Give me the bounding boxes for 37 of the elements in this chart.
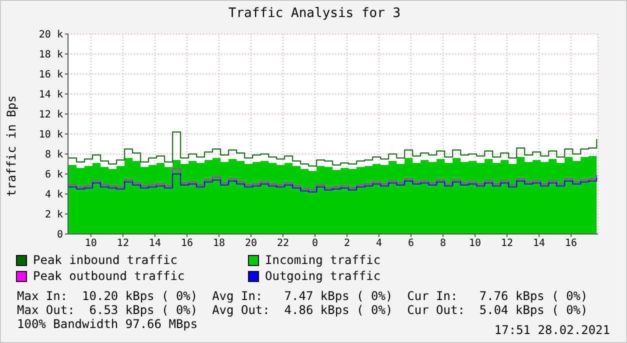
chart-title: Traffic Analysis for 3 [227, 6, 402, 21]
y-tick-label: 20 k [38, 30, 63, 41]
y-tick-label: 4 k [44, 190, 63, 201]
x-tick-label: 2 [344, 238, 350, 250]
x-tick-label: 6 [408, 238, 414, 250]
text: 100% Bandwidth 97.66 MBps [17, 317, 198, 331]
y-tick-label: 16 k [38, 70, 63, 81]
x-tick-label: 10 [469, 238, 482, 250]
y-tick-label: 14 k [38, 90, 63, 101]
text: Max In: 10.20 kBps ( 0%) Avg In: 7.47 kBps ( 0%) Cur In: 7.76 kBps ( 0%) [17, 289, 588, 303]
x-tick-label: 10 [84, 238, 97, 250]
y-tick-label: 2 k [44, 210, 63, 221]
legend-label: Peak inbound traffic [33, 253, 178, 267]
legend-label: Incoming traffic [265, 253, 381, 267]
y-tick-label: 12 k [38, 110, 63, 121]
x-tick-label: 20 [244, 238, 258, 250]
y-tick-label: 0 [56, 230, 63, 241]
x-tick-label: 0 [312, 238, 318, 250]
y-axis-title: traffic in Bps [5, 95, 19, 197]
text: Max Out: 6.53 kBps ( 0%) Avg Out: 4.86 kBps ( 0%) Cur Out: 5.04 kBps ( 0%) [17, 303, 588, 317]
legend-label: Outgoing traffic [265, 269, 381, 283]
x-tick-label: 18 [212, 238, 225, 250]
y-tick-label: 18 k [38, 50, 63, 61]
text: 17:51 28.02.2021 [494, 323, 610, 337]
x-tick-label: 14 [533, 238, 546, 250]
x-tick-label: 16 [180, 238, 193, 250]
y-tick-label: 6 k [44, 170, 63, 181]
x-tick-label: 12 [501, 238, 514, 250]
legend-label: Peak outbound traffic [33, 269, 185, 283]
x-tick-label: 16 [565, 238, 578, 250]
y-tick-label: 10 k [38, 130, 63, 141]
y-tick-label: 8 k [44, 150, 63, 161]
x-tick-label: 12 [116, 238, 129, 250]
x-tick-label: 8 [440, 238, 446, 250]
x-tick-label: 4 [376, 238, 382, 250]
x-tick-label: 14 [148, 238, 161, 250]
x-tick-label: 22 [276, 238, 290, 250]
